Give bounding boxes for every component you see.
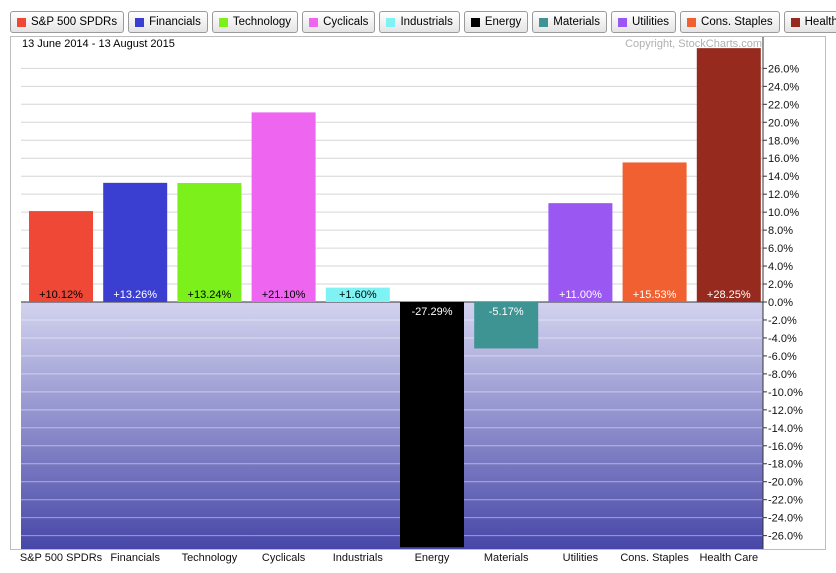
y-tick-label: 10.0% [768, 207, 799, 219]
y-tick-label: -2.0% [768, 315, 797, 327]
legend-label: Cons. Staples [701, 16, 773, 28]
legend-swatch [386, 17, 396, 27]
bar-value-label: +1.60% [339, 289, 377, 301]
legend-button-s-p-500-spdrs[interactable]: S&P 500 SPDRs [10, 11, 125, 33]
y-tick-label: -6.0% [768, 351, 797, 363]
y-tick-label: -24.0% [768, 513, 803, 525]
legend-swatch [790, 17, 800, 27]
bar [622, 162, 687, 302]
legend-button-cyclicals[interactable]: Cyclicals [302, 11, 376, 33]
legend-label: Utilities [631, 16, 670, 28]
plot-frame [10, 36, 826, 550]
legend-button-health-care[interactable]: Health Care [783, 11, 836, 33]
y-tick-label: -26.0% [768, 531, 803, 543]
y-tick-label: 24.0% [768, 81, 799, 93]
y-tick-label: 0.0% [768, 297, 793, 309]
bar-value-label: +13.24% [188, 289, 232, 301]
y-tick-label: 8.0% [768, 225, 793, 237]
legend-label: Energy [484, 16, 522, 28]
bar-value-label: +28.25% [707, 289, 751, 301]
y-tick-label: -18.0% [768, 459, 803, 471]
bar [696, 48, 761, 302]
y-tick-label: -8.0% [768, 369, 797, 381]
bar-value-label: +13.26% [113, 289, 157, 301]
bar-value-label: -27.29% [412, 306, 453, 318]
legend-button-technology[interactable]: Technology [211, 11, 299, 33]
bar [474, 302, 539, 349]
x-category-label: Energy [415, 552, 450, 564]
y-tick-label: 4.0% [768, 261, 793, 273]
negative-zone-background [21, 302, 763, 549]
y-tick-label: -14.0% [768, 423, 803, 435]
bar [400, 302, 464, 548]
legend-button-energy[interactable]: Energy [463, 11, 529, 33]
y-tick-label: -4.0% [768, 333, 797, 345]
y-tick-label: -16.0% [768, 441, 803, 453]
legend-swatch [218, 17, 228, 27]
legend-label: Health Care [804, 16, 836, 28]
y-tick-label: -12.0% [768, 405, 803, 417]
y-tick-label: -10.0% [768, 387, 803, 399]
bar [29, 211, 93, 302]
legend-swatch [539, 17, 549, 27]
y-tick-label: 12.0% [768, 189, 799, 201]
legend-label: Industrials [400, 16, 453, 28]
bar-value-label: +11.00% [559, 289, 602, 301]
bar-value-label: +15.53% [633, 289, 677, 301]
y-tick-label: 16.0% [768, 153, 799, 165]
x-category-label: Cons. Staples [620, 552, 689, 564]
bar [177, 183, 242, 302]
bar-value-label: +21.10% [262, 289, 306, 301]
y-tick-label: 20.0% [768, 117, 799, 129]
x-category-label: Industrials [333, 552, 384, 564]
legend-swatch [309, 17, 319, 27]
bar [251, 112, 316, 302]
legend-button-financials[interactable]: Financials [128, 11, 208, 33]
x-category-label: Utilities [563, 552, 599, 564]
legend-button-industrials[interactable]: Industrials [379, 11, 460, 33]
y-tick-label: -22.0% [768, 495, 803, 507]
legend-swatch [687, 17, 697, 27]
legend-label: Materials [553, 16, 600, 28]
legend-button-materials[interactable]: Materials [532, 11, 607, 33]
y-tick-label: 22.0% [768, 99, 799, 111]
date-range-label: 13 June 2014 - 13 August 2015 [22, 38, 175, 50]
bar [548, 203, 613, 302]
y-tick-label: 18.0% [768, 135, 799, 147]
legend-label: S&P 500 SPDRs [31, 16, 118, 28]
x-category-label: Health Care [699, 552, 758, 564]
copyright-label: Copyright, StockCharts.com [625, 38, 762, 50]
x-category-label: Technology [182, 552, 238, 564]
sector-legend: S&P 500 SPDRs Financials Technology Cyclica… [10, 11, 836, 35]
x-category-label: Cyclicals [262, 552, 306, 564]
legend-label: Financials [149, 16, 201, 28]
legend-label: Technology [232, 16, 292, 28]
y-tick-label: -20.0% [768, 477, 803, 489]
legend-swatch [470, 17, 480, 27]
legend-swatch [617, 17, 627, 27]
y-tick-label: 2.0% [768, 279, 793, 291]
bar-value-label: -5.17% [489, 306, 524, 318]
legend-label: Cyclicals [323, 16, 369, 28]
x-category-label: Financials [110, 552, 160, 564]
legend-swatch [135, 17, 145, 27]
bar-value-label: +10.12% [39, 289, 83, 301]
x-category-label: S&P 500 SPDRs [20, 552, 103, 564]
y-tick-label: 14.0% [768, 171, 799, 183]
bar [325, 287, 390, 302]
legend-button-utilities[interactable]: Utilities [610, 11, 677, 33]
bar [103, 182, 168, 302]
y-tick-label: 6.0% [768, 243, 793, 255]
y-tick-label: 26.0% [768, 63, 799, 75]
x-category-label: Materials [484, 552, 529, 564]
legend-button-cons-staples[interactable]: Cons. Staples [680, 11, 780, 33]
legend-swatch [17, 17, 26, 27]
